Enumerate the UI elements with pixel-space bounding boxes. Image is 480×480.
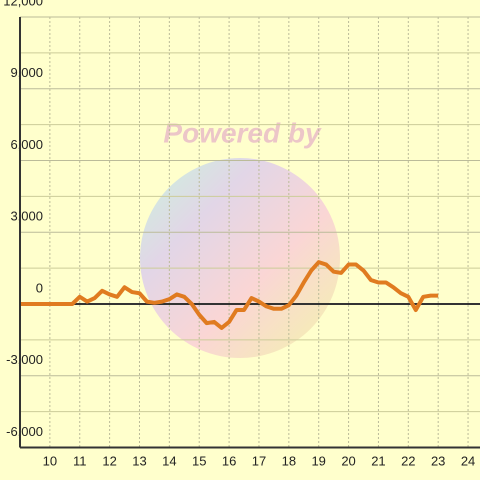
- x-tick-label: 23: [431, 453, 445, 468]
- x-tick-label: 16: [222, 453, 236, 468]
- x-tick-label: 19: [311, 453, 325, 468]
- y-tick-label: -3,000: [6, 352, 43, 367]
- x-tick-label: 15: [192, 453, 206, 468]
- x-tick-label: 22: [401, 453, 415, 468]
- y-tick-label: 6,000: [10, 137, 43, 152]
- y-tick-label: 0: [36, 280, 43, 295]
- x-tick-label: 11: [73, 453, 87, 468]
- y-tick-label: 12,000: [3, 0, 43, 8]
- x-tick-label: 13: [132, 453, 146, 468]
- x-tick-label: 20: [341, 453, 355, 468]
- x-tick-label: 10: [43, 453, 57, 468]
- x-tick-label: 18: [282, 453, 296, 468]
- x-tick-label: 12: [102, 453, 116, 468]
- x-tick-label: 17: [252, 453, 266, 468]
- y-tick-label: 9,000: [10, 65, 43, 80]
- data-line: [20, 260, 439, 330]
- watermark-text: Powered by: [163, 117, 322, 148]
- plot: [20, 260, 439, 330]
- grid: [20, 16, 480, 448]
- x-tick-label: 24: [461, 453, 475, 468]
- y-tick-label: -6,000: [6, 424, 43, 439]
- x-tick-label: 14: [162, 453, 176, 468]
- y-tick-label: 3,000: [10, 209, 43, 224]
- x-tick-label: 21: [371, 453, 385, 468]
- watermark-logo: [140, 158, 340, 358]
